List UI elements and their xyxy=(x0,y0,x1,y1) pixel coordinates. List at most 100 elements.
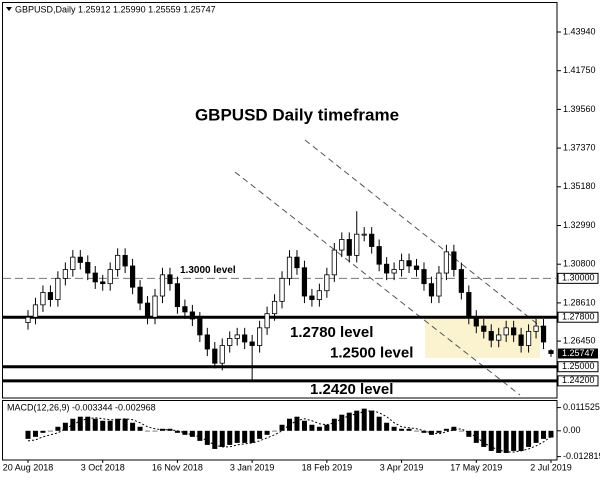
candle-body xyxy=(257,327,263,346)
macd-bar xyxy=(488,430,494,451)
y-tick-label: 1.26450 xyxy=(563,335,596,345)
y-tick-label: 1.35180 xyxy=(563,181,596,191)
candle-body xyxy=(40,292,46,306)
macd-bar xyxy=(309,424,315,431)
candle-body xyxy=(398,260,405,270)
candle-body xyxy=(436,272,442,297)
candle-body xyxy=(361,233,367,236)
candle-body xyxy=(309,295,315,300)
macd-bar xyxy=(77,416,83,431)
candle-body xyxy=(481,325,487,332)
y-tick-label: 0.011525 xyxy=(563,402,600,412)
candle-body xyxy=(242,334,248,343)
candle-body xyxy=(421,269,427,285)
macd-bar xyxy=(122,418,128,431)
macd-bar xyxy=(107,420,113,431)
macd-bar xyxy=(219,430,225,447)
candle-body xyxy=(339,239,345,251)
macd-bar xyxy=(526,430,532,447)
candle-body xyxy=(324,274,330,292)
level-price-box xyxy=(557,361,599,373)
candle-body xyxy=(458,269,464,293)
x-tick-label: 20 Aug 2018 xyxy=(3,462,54,472)
channel-line xyxy=(234,171,521,396)
macd-bar xyxy=(473,430,479,443)
macd-bar xyxy=(533,430,539,443)
candle-body xyxy=(518,334,524,346)
candle-body xyxy=(174,283,181,308)
level-price-label: 1.25000 xyxy=(562,361,595,371)
x-tick-label: 3 Oct 2018 xyxy=(81,462,125,472)
candle-body xyxy=(369,233,375,247)
macd-bar xyxy=(458,430,464,432)
candle-body xyxy=(354,233,360,256)
macd-bar xyxy=(443,428,449,431)
candle-body xyxy=(428,283,435,297)
y-tick-label: 1.37370 xyxy=(563,142,596,152)
candle-body xyxy=(511,327,517,336)
candle-body xyxy=(204,334,210,350)
macd-bar xyxy=(436,430,442,433)
macd-bar xyxy=(174,430,180,433)
candle-body xyxy=(25,316,31,323)
macd-bar xyxy=(197,430,203,441)
candle-body xyxy=(488,330,494,341)
candle-body xyxy=(62,269,68,279)
macd-bar xyxy=(47,430,53,432)
channel-line xyxy=(304,139,546,331)
macd-bar xyxy=(406,428,412,431)
x-tick-label: 18 Feb 2019 xyxy=(302,462,353,472)
macd-bar xyxy=(189,430,195,437)
macd-bar xyxy=(264,430,270,435)
y-tick-label: 1.41750 xyxy=(563,65,596,75)
candle-body xyxy=(279,277,285,302)
level-price-box xyxy=(557,311,599,323)
candle-body xyxy=(227,338,233,346)
candle-body xyxy=(413,265,420,270)
candle-body xyxy=(137,286,143,304)
candle-body xyxy=(466,292,472,318)
candle-body xyxy=(92,272,98,283)
x-tick-label: 2 Jul 2019 xyxy=(530,462,572,472)
y-tick-label: 1.30800 xyxy=(563,259,596,269)
price-panel xyxy=(2,2,558,399)
macd-bar xyxy=(466,430,472,437)
chart-header: GBPUSD,Daily 1.25912 1.25990 1.25559 1.2… xyxy=(15,4,216,14)
macd-bar xyxy=(204,430,210,445)
macd-bar xyxy=(62,422,68,431)
macd-bar xyxy=(115,418,121,431)
last-price-label: 1.25747 xyxy=(562,348,595,358)
level-label: 1.2420 level xyxy=(310,381,393,398)
menu-arrow xyxy=(6,7,12,11)
candle-body xyxy=(376,246,382,265)
candle-body xyxy=(85,262,91,274)
candle-body xyxy=(451,251,457,270)
level-price-label: 1.24200 xyxy=(562,375,595,385)
macd-bar xyxy=(92,418,98,431)
macd-panel xyxy=(2,400,558,461)
y-tick-label: 1.32990 xyxy=(563,220,596,230)
macd-bar xyxy=(212,430,218,449)
candle-body xyxy=(540,325,547,343)
candle-body xyxy=(496,334,502,341)
macd-bar xyxy=(40,430,46,433)
candle-body xyxy=(47,292,54,300)
candle-body xyxy=(167,274,173,285)
level-price-label: 1.30000 xyxy=(562,273,595,283)
candle-body xyxy=(473,316,479,327)
macd-bar xyxy=(301,420,307,431)
macd-bar xyxy=(346,412,352,431)
candle-body xyxy=(144,302,151,318)
candle-body xyxy=(503,327,509,336)
macd-bar xyxy=(130,422,136,431)
macd-bar xyxy=(249,430,255,443)
y-tick-label: -0.012819 xyxy=(563,451,600,461)
candle-body xyxy=(70,256,76,270)
macd-bar xyxy=(548,430,554,438)
macd-bar xyxy=(339,414,345,431)
macd-bar xyxy=(369,410,375,431)
y-tick-label: 1.39560 xyxy=(563,104,596,114)
candle-body xyxy=(32,304,39,318)
macd-bar xyxy=(25,430,31,439)
